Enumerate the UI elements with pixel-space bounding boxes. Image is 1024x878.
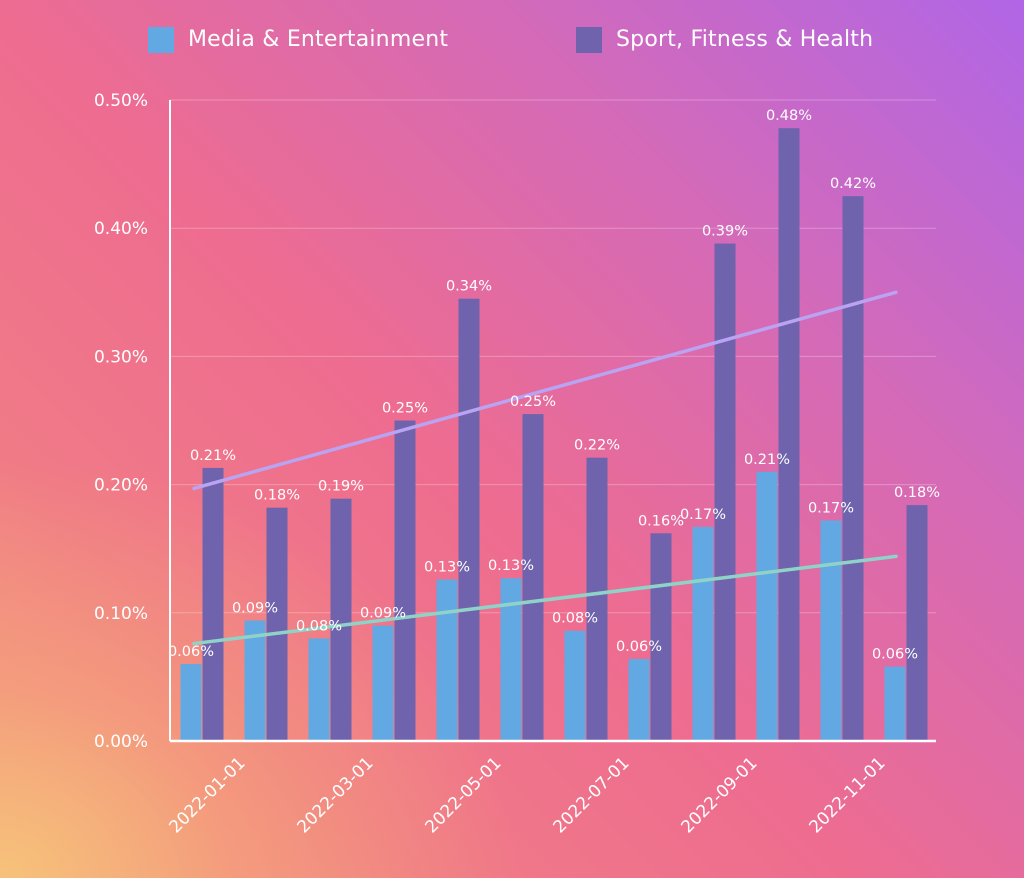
bar-s0-11 (884, 666, 906, 741)
data-label-s0-6: 0.08% (552, 611, 598, 627)
data-label-s0-9: 0.21% (744, 452, 790, 468)
data-label-s1-4: 0.34% (446, 279, 492, 295)
y-tick-4: 0.40% (94, 219, 148, 239)
data-label-s1-11: 0.18% (894, 485, 940, 501)
data-label-s1-2: 0.19% (318, 479, 364, 495)
bar-s0-3 (372, 625, 394, 741)
data-label-s0-0: 0.06% (168, 644, 214, 660)
bar-s1-11 (906, 505, 928, 741)
bar-s0-1 (244, 620, 266, 741)
trendlines (192, 290, 898, 646)
bar-s1-10 (842, 196, 864, 741)
data-label-s1-10: 0.42% (830, 176, 876, 192)
data-label-s0-3: 0.09% (360, 606, 406, 622)
data-label-s1-8: 0.39% (702, 224, 748, 240)
bar-s0-7 (628, 658, 650, 741)
legend-swatch-sport (576, 27, 602, 53)
y-tick-2: 0.20% (94, 476, 148, 496)
bar-s0-4 (436, 579, 458, 741)
data-label-s1-5: 0.25% (510, 394, 556, 410)
data-label-s0-10: 0.17% (808, 500, 854, 516)
data-label-s0-8: 0.17% (680, 507, 726, 523)
data-label-s0-2: 0.08% (296, 618, 342, 634)
legend-label-media: Media & Entertainment (188, 27, 449, 52)
trendline-s1 (192, 290, 898, 491)
x-tick-1: 2022-03-01 (294, 753, 378, 837)
bar-s1-0 (202, 467, 224, 741)
x-tick-3: 2022-07-01 (550, 753, 634, 837)
bar-s1-6 (586, 457, 608, 741)
data-label-s1-1: 0.18% (254, 488, 300, 504)
x-tick-5: 2022-11-01 (806, 753, 890, 837)
data-label-s0-5: 0.13% (488, 558, 534, 574)
data-label-s0-4: 0.13% (424, 559, 470, 575)
gridlines (170, 99, 936, 614)
bar-s0-5 (500, 578, 522, 741)
bar-s1-8 (714, 243, 736, 742)
x-axis-tick-labels: 2022-01-01 2022-03-01 2022-05-01 2022-07-01… (166, 753, 890, 837)
trendline-s0 (192, 554, 898, 646)
axes (169, 100, 936, 743)
y-tick-3: 0.30% (94, 347, 148, 367)
bar-s0-0 (180, 664, 202, 741)
bar-s1-9 (778, 128, 800, 742)
y-tick-5: 0.50% (94, 91, 148, 111)
legend-label-sport: Sport, Fitness & Health (616, 27, 874, 52)
legend-item-media[interactable]: Media & Entertainment (148, 22, 448, 58)
bar-s0-6 (564, 630, 586, 741)
data-label-s0-11: 0.06% (872, 647, 918, 663)
bar-s1-4 (458, 298, 480, 741)
data-label-s0-7: 0.06% (616, 639, 662, 655)
bar-s0-8 (692, 526, 714, 741)
data-label-s0-1: 0.09% (232, 600, 278, 616)
y-tick-0: 0.00% (94, 732, 148, 752)
bar-s0-10 (820, 520, 842, 741)
legend-item-sport[interactable]: Sport, Fitness & Health (576, 22, 873, 58)
y-axis-tick-labels: 0.00% 0.10% 0.20% 0.30% 0.40% 0.50% (94, 91, 148, 752)
bar-s1-1 (266, 507, 288, 741)
bar-s0-2 (308, 638, 330, 741)
bar-s1-2 (330, 498, 352, 741)
bar-s1-3 (394, 420, 416, 741)
x-tick-2: 2022-05-01 (422, 753, 506, 837)
y-tick-1: 0.10% (94, 604, 148, 624)
bar-s1-5 (522, 414, 544, 741)
bars (180, 128, 928, 742)
data-label-s1-6: 0.22% (574, 438, 620, 454)
x-tick-4: 2022-09-01 (678, 753, 762, 837)
x-tick-0: 2022-01-01 (166, 753, 250, 837)
bar-s0-9 (756, 471, 778, 741)
data-label-s1-0: 0.21% (190, 448, 236, 464)
legend-swatch-media (148, 27, 174, 53)
data-label-s1-9: 0.48% (766, 108, 812, 124)
legend: Media & Entertainment Sport, Fitness & H… (0, 22, 1024, 58)
data-label-s1-7: 0.16% (638, 513, 684, 529)
bar-s1-7 (650, 533, 672, 741)
data-labels: 0.06% 0.09% 0.08% 0.09% 0.13% 0.13% 0.08% 0.06%… (168, 108, 940, 662)
data-label-s1-3: 0.25% (382, 401, 428, 417)
